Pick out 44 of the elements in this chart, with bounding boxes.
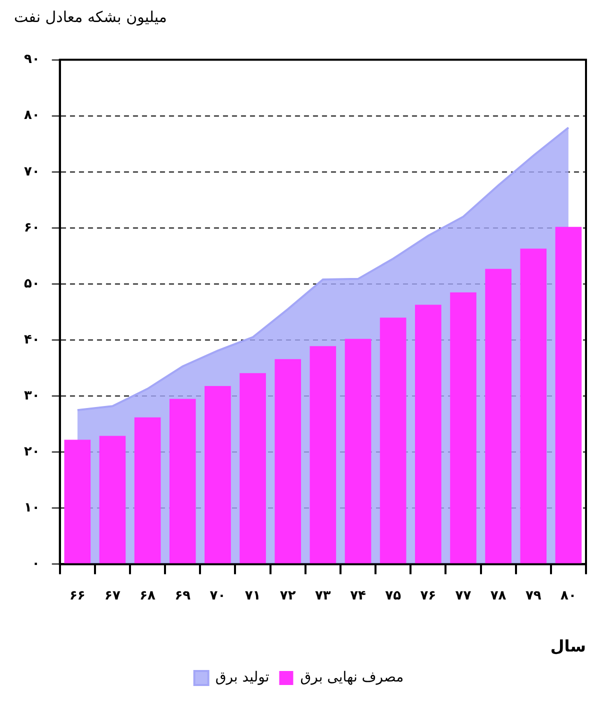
bar xyxy=(555,226,582,564)
x-tick-label: ۷۸ xyxy=(490,588,506,604)
legend-label: مصرف نهایی برق xyxy=(300,670,404,686)
x-tick-label: ۷۴ xyxy=(350,588,366,604)
bar xyxy=(450,292,476,564)
bar xyxy=(520,248,547,564)
bar xyxy=(99,436,126,564)
y-tick-label: ۶۰ xyxy=(24,220,40,236)
bar xyxy=(274,359,302,564)
bar xyxy=(64,440,91,564)
bar xyxy=(310,346,336,564)
x-tick-label: ۷۶ xyxy=(420,588,436,604)
y-tick-label: ۳۰ xyxy=(24,388,40,404)
x-tick-label: ۷۱ xyxy=(244,588,261,604)
bar xyxy=(240,373,266,564)
x-tick-label: ۷۲ xyxy=(280,588,296,604)
legend-label: تولید برق xyxy=(215,670,270,686)
y-tick-label: ۵۰ xyxy=(24,276,40,292)
bar xyxy=(380,318,406,564)
x-tick-label: ۶۸ xyxy=(140,588,156,604)
y-axis-title: میلیون بشکه معادل نفت xyxy=(13,8,168,28)
x-tick-label: ۶۶ xyxy=(69,588,86,604)
x-tick-label: ۷۰ xyxy=(210,588,226,604)
y-tick-label: ۹۰ xyxy=(24,52,40,68)
bar xyxy=(415,304,442,564)
bar xyxy=(485,268,512,564)
x-tick-label: ۷۹ xyxy=(525,588,542,604)
bar xyxy=(344,338,372,564)
x-tick-label: ۸۰ xyxy=(560,588,576,604)
x-tick-label: ۶۷ xyxy=(104,588,120,604)
x-tick-label: ۷۷ xyxy=(455,588,472,604)
y-tick-label: ۰ xyxy=(32,556,40,572)
y-tick-label: ۴۰ xyxy=(24,332,40,348)
y-tick-label: ۸۰ xyxy=(24,108,40,124)
bar xyxy=(134,417,161,564)
x-tick-label: ۷۵ xyxy=(385,588,402,604)
x-tick-label: ۶۹ xyxy=(174,588,191,604)
bar xyxy=(169,398,196,564)
bar xyxy=(204,386,231,564)
y-tick-label: ۱۰ xyxy=(24,500,40,516)
y-tick-label: ۲۰ xyxy=(24,444,40,460)
x-tick-label: ۷۳ xyxy=(314,588,331,604)
y-tick-label: ۷۰ xyxy=(24,164,40,180)
x-axis-title: سال xyxy=(550,636,586,656)
